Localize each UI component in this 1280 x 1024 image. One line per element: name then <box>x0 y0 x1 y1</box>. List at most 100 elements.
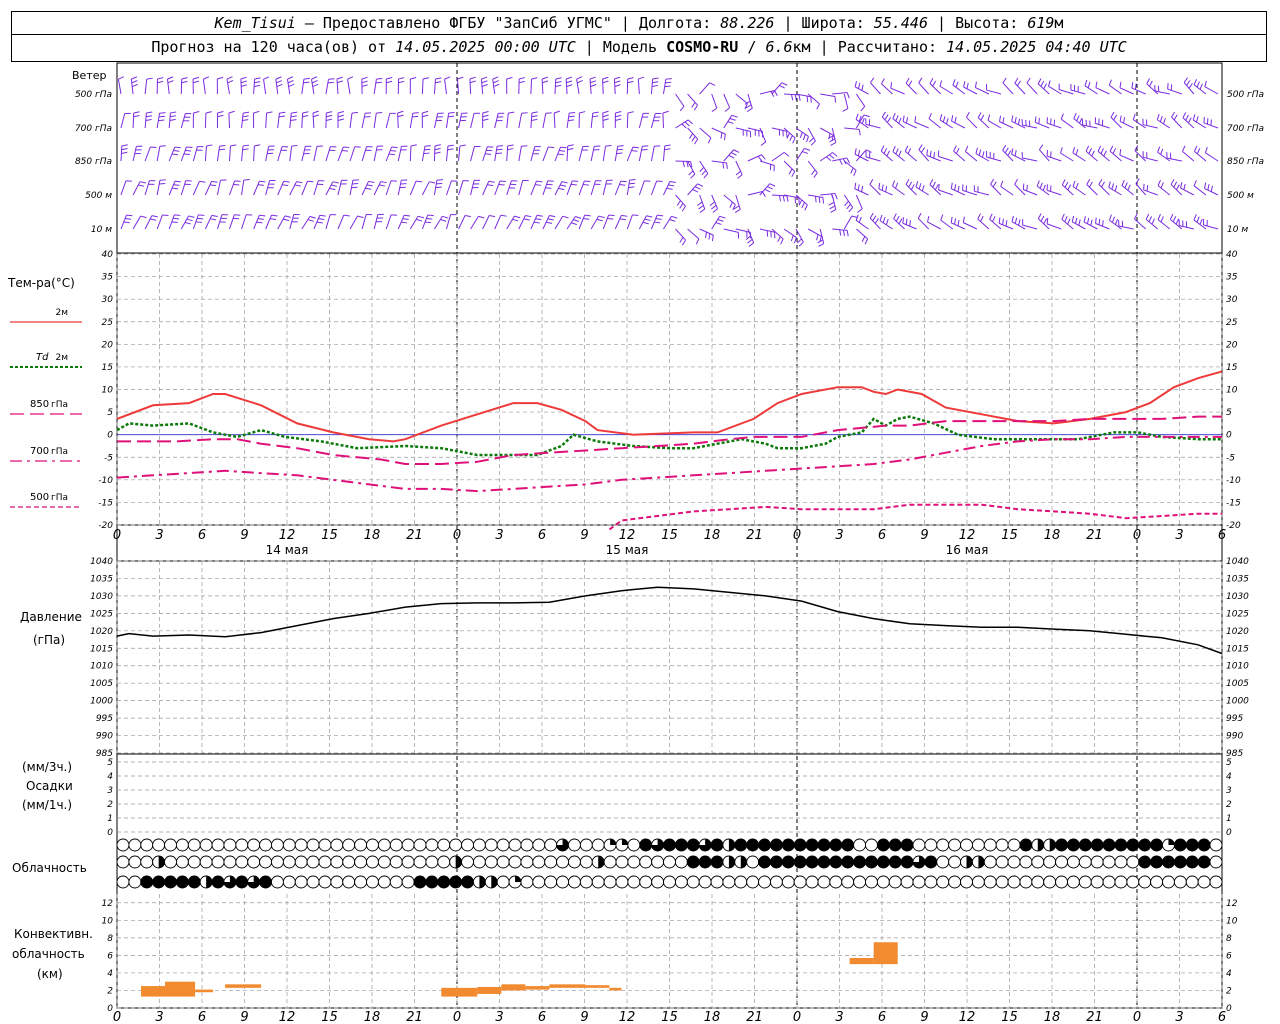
cloud-symbol <box>888 838 902 852</box>
cloud-circle <box>366 875 379 889</box>
prec-ytick-right: 2 <box>1226 800 1232 810</box>
wind-barb-flag <box>671 215 678 219</box>
conv-ytick-left: 10 <box>102 916 114 926</box>
wind-barb-staff <box>590 146 595 162</box>
wind-barb-flag <box>952 79 956 86</box>
wind-barb-flag <box>861 117 865 124</box>
wind-barb <box>1094 117 1110 129</box>
cloud-symbol <box>199 875 213 889</box>
cloud-circle <box>1185 875 1199 889</box>
cloud-fill <box>1126 839 1139 851</box>
wind-barb-flag <box>1004 147 1009 154</box>
wind-barb <box>578 111 586 129</box>
wind-barb-flag <box>830 209 837 213</box>
wind-barb-flag <box>813 172 818 178</box>
wind-barb <box>626 111 634 129</box>
wind-barb-flag <box>241 84 248 87</box>
pres-ytick-left: 995 <box>96 714 113 724</box>
cloud-symbol <box>520 855 534 869</box>
wind-barb <box>771 151 790 162</box>
wind-barb-flag <box>932 181 936 188</box>
wind-barb-flag <box>181 80 188 84</box>
wind-barb-flag <box>427 214 434 217</box>
wind-barb <box>361 214 373 230</box>
wind-barb-flag <box>1014 178 1019 185</box>
wind-barb-flag <box>562 215 569 219</box>
cloud-three-quarter <box>556 839 569 852</box>
cloud-fill <box>663 839 676 851</box>
wind-barb <box>1022 183 1038 196</box>
wind-barb-flag <box>861 84 864 91</box>
wind-barb-flag <box>711 107 718 112</box>
wind-barb-flag <box>337 80 344 84</box>
wind-barb-flag <box>728 154 735 159</box>
wind-barb <box>1182 112 1195 129</box>
wind-barb-flag <box>167 80 174 84</box>
cloud-symbol <box>437 875 451 889</box>
cloud-symbol <box>781 875 795 889</box>
wind-barb <box>977 213 990 230</box>
wind-barb-flag <box>1101 181 1105 188</box>
wind-barb-flag <box>560 146 567 149</box>
wind-barb-flag <box>688 170 694 176</box>
conv-ytick-right: 2 <box>1226 986 1232 996</box>
cloud-symbol <box>746 855 760 869</box>
wind-barb-flag <box>786 195 789 202</box>
wind-barb-flag <box>312 110 319 114</box>
cloud-quarter <box>621 839 628 845</box>
wind-barb <box>880 145 893 162</box>
wind-barb-staff <box>156 214 163 230</box>
wind-barb <box>1046 150 1062 162</box>
wind-barb-flag <box>1098 178 1103 185</box>
wind-barb-flag <box>1108 214 1112 221</box>
wind-barb <box>892 112 905 129</box>
wind-barb-flag <box>691 136 696 142</box>
pres-ytick-left: 1030 <box>90 592 113 602</box>
wind-barb-staff <box>650 180 658 196</box>
wind-barb-staff <box>1157 219 1171 230</box>
wind-barb-flag <box>482 110 489 114</box>
wind-barb-flag <box>557 153 564 156</box>
cloud-circle <box>603 855 617 869</box>
wind-barb-flag <box>729 118 736 121</box>
wind-barb-flag <box>792 137 796 144</box>
wind-barb-staff <box>506 145 509 162</box>
wind-barb-flag <box>343 146 350 149</box>
wind-barb-flag <box>881 111 886 118</box>
wind-barb-staff <box>470 146 475 162</box>
wind-barb-flag <box>892 112 896 119</box>
wind-barb-flag <box>693 104 698 111</box>
wind-barb-flag <box>1086 217 1090 224</box>
cloud-symbol <box>306 875 320 889</box>
wind-barb-flag <box>857 149 861 157</box>
cloud-symbol <box>508 838 522 852</box>
cloud-symbol <box>674 855 688 869</box>
wind-barb-staff <box>1023 189 1038 196</box>
wind-barb <box>192 214 205 230</box>
wind-barb-staff <box>192 181 200 196</box>
cloud-symbol <box>366 855 379 869</box>
wind-barb <box>312 110 320 129</box>
conv-ytick-right: 12 <box>1226 899 1238 909</box>
wind-barb-flag <box>629 179 636 181</box>
cloud-symbol <box>674 838 688 852</box>
wind-barb <box>1204 182 1219 196</box>
cloud-circle <box>936 838 950 852</box>
wind-barb-flag <box>602 80 609 84</box>
wind-barb-flag <box>243 111 250 114</box>
wind-barb-flag <box>448 111 455 114</box>
wind-barb-staff <box>229 180 236 196</box>
cloud-symbol <box>152 838 166 852</box>
cloud-circle <box>1043 875 1057 889</box>
cloud-symbol <box>366 875 379 889</box>
cloud-circle <box>235 855 249 869</box>
wind-barb-flag <box>1196 216 1200 223</box>
wind-barb <box>1002 144 1014 162</box>
wind-barb-flag <box>1007 150 1012 156</box>
wind-barb <box>518 145 528 162</box>
pres-ytick-right: 985 <box>1226 749 1243 759</box>
wind-barb-flag <box>326 114 333 118</box>
wind-barb-staff <box>990 183 1002 196</box>
wind-barb-staff <box>1072 186 1086 196</box>
cloud-circle <box>1007 875 1021 889</box>
